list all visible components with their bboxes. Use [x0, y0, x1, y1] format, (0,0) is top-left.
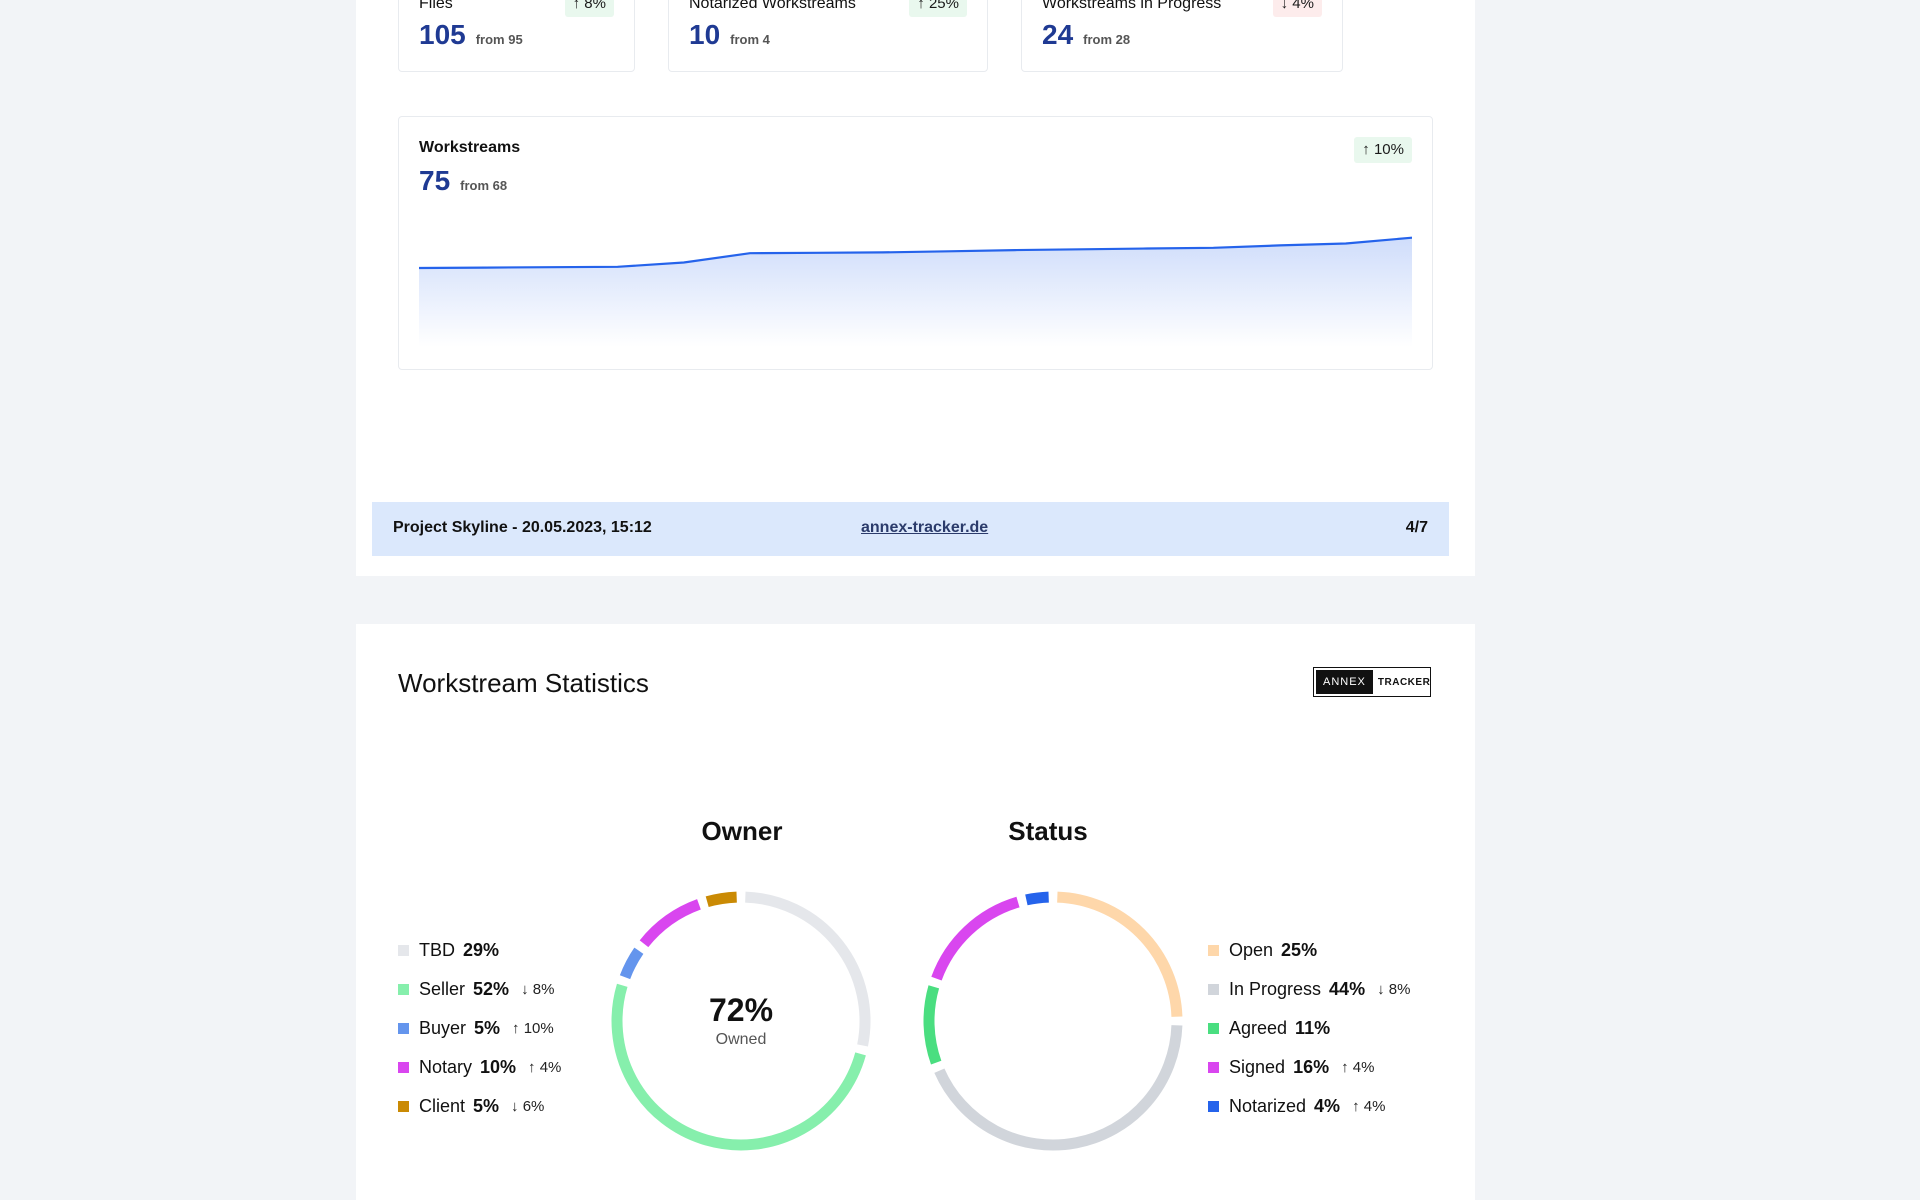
legend-change: ↑ 4% — [1352, 1098, 1386, 1115]
legend-label: Agreed — [1229, 1018, 1288, 1038]
owned-percentage: 72% — [708, 992, 774, 1028]
legend-change: ↑ 10% — [512, 1020, 554, 1037]
legend-label: In Progress — [1229, 979, 1322, 999]
legend-swatch — [398, 1023, 409, 1034]
legend-label: Seller — [419, 979, 466, 999]
change-badge: ↑ 10% — [1354, 137, 1412, 163]
kpi-title: Notarized Workstreams — [689, 0, 856, 12]
page-footer: Project Skyline - 20.05.2023, 15:12 anne… — [372, 502, 1449, 556]
kpi-title: Files — [419, 0, 453, 12]
kpi-from: from 68 — [460, 178, 508, 193]
legend-change: ↑ 4% — [528, 1059, 562, 1076]
page-title: Workstream Statistics — [398, 668, 649, 698]
legend-swatch — [1208, 945, 1219, 956]
legend-label: Buyer — [419, 1018, 467, 1038]
footer-project: Project Skyline - 20.05.2023, 15:12 — [393, 519, 652, 536]
legend-percentage: 52% — [473, 979, 510, 999]
kpi-card-workstreams-in-progress: Workstreams in Progress 24 from 28 ↓ 4% — [1021, 0, 1343, 72]
legend-label: Client — [419, 1096, 466, 1116]
owner-donut-center: 72% Owned — [641, 992, 841, 1049]
workstreams-area-chart — [419, 236, 1412, 347]
kpi-value: 105 from 95 — [419, 19, 523, 50]
donut-segment-signed — [931, 896, 1020, 981]
legend-change: ↑ 4% — [1341, 1059, 1375, 1076]
status-donut-chart — [923, 891, 1183, 1151]
kpi-card-notarized-workstreams: Notarized Workstreams 10 from 4 ↑ 25% — [668, 0, 988, 72]
legend-swatch — [1208, 1101, 1219, 1112]
legend-percentage: 4% — [1314, 1096, 1341, 1116]
legend-item-in-progress: In Progress 44% ↓ 8% — [1208, 970, 1410, 1009]
legend-change: ↓ 8% — [1377, 981, 1411, 998]
donut-segment-agreed — [923, 985, 942, 1065]
kpi-value: 75 from 68 — [419, 165, 508, 196]
donut-segment-client — [705, 891, 737, 908]
kpi-value: 10 from 4 — [689, 19, 770, 50]
kpi-value: 24 from 28 — [1042, 19, 1131, 50]
legend-item-tbd: TBD 29% — [398, 931, 561, 970]
change-badge: ↓ 4% — [1272, 0, 1322, 17]
logo-left-text: ANNEX — [1316, 670, 1373, 694]
legend-swatch — [398, 1062, 409, 1073]
report-page-4: Files 105 from 95 ↑ 8% Notarized Workstre… — [356, 0, 1475, 576]
series-line — [419, 236, 1412, 270]
donut-segment-buyer — [619, 947, 644, 980]
owner-chart-title: Owner — [701, 816, 783, 846]
status-legend: Open 25% In Progress 44% ↓ 8% Agreed 11% Signed… — [1208, 931, 1410, 1126]
logo-right-text: TRACKER — [1377, 676, 1431, 688]
change-badge: ↑ 25% — [909, 0, 967, 17]
legend-percentage: 10% — [480, 1057, 517, 1077]
legend-swatch — [398, 984, 409, 995]
donut-segment-open — [1057, 891, 1183, 1017]
legend-percentage: 44% — [1329, 979, 1366, 999]
legend-item-notary: Notary 10% ↑ 4% — [398, 1048, 561, 1087]
legend-item-client: Client 5% ↓ 6% — [398, 1087, 561, 1126]
owned-label: Owned — [715, 1031, 767, 1048]
owner-donut-chart — [611, 891, 871, 1151]
legend-label: Notarized — [1229, 1096, 1307, 1116]
report-page-5: Workstream Statistics ANNEX TRACKER Owne… — [356, 624, 1475, 1200]
legend-percentage: 16% — [1293, 1057, 1330, 1077]
legend-percentage: 25% — [1281, 940, 1318, 960]
legend-swatch — [1208, 984, 1219, 995]
legend-label: Notary — [419, 1057, 473, 1077]
legend-percentage: 5% — [474, 1018, 501, 1038]
area-fill — [419, 237, 1412, 347]
legend-swatch — [398, 945, 409, 956]
footer-page-number: 4/7 — [1405, 519, 1428, 536]
donut-segment-tbd — [745, 891, 871, 1047]
kpi-from: from 95 — [475, 32, 523, 47]
chart-card-title: Workstreams — [419, 139, 521, 156]
legend-label: TBD — [419, 940, 455, 960]
donut-segment-notarized — [1025, 891, 1049, 906]
legend-change: ↓ 8% — [521, 981, 555, 998]
kpi-card-files: Files 105 from 95 ↑ 8% — [398, 0, 635, 72]
legend-swatch — [398, 1101, 409, 1112]
legend-item-notarized: Notarized 4% ↑ 4% — [1208, 1087, 1410, 1126]
change-badge: ↑ 8% — [564, 0, 614, 17]
status-chart-title: Status — [1008, 816, 1088, 846]
kpi-from: from 4 — [730, 32, 770, 47]
donut-segment-notary — [639, 899, 701, 948]
donut-segment-in-progress — [934, 1025, 1183, 1151]
legend-item-agreed: Agreed 11% — [1208, 1009, 1410, 1048]
legend-swatch — [1208, 1023, 1219, 1034]
legend-swatch — [1208, 1062, 1219, 1073]
kpi-title: Workstreams in Progress — [1042, 0, 1222, 12]
legend-label: Signed — [1229, 1057, 1286, 1077]
legend-item-open: Open 25% — [1208, 931, 1410, 970]
legend-item-signed: Signed 16% ↑ 4% — [1208, 1048, 1410, 1087]
annex-tracker-logo: ANNEX TRACKER — [1313, 667, 1431, 697]
legend-percentage: 29% — [463, 940, 500, 960]
legend-percentage: 5% — [473, 1096, 500, 1116]
kpi-from: from 28 — [1083, 32, 1131, 47]
workstreams-chart-card: Workstreams 75 from 68 ↑ 10% — [398, 116, 1433, 370]
legend-item-buyer: Buyer 5% ↑ 10% — [398, 1009, 561, 1048]
legend-label: Open — [1229, 940, 1274, 960]
footer-link[interactable]: annex-tracker.de — [861, 519, 989, 536]
donut-segment-seller — [611, 983, 866, 1151]
legend-change: ↓ 6% — [511, 1098, 545, 1115]
legend-item-seller: Seller 52% ↓ 8% — [398, 970, 561, 1009]
owner-legend: TBD 29% Seller 52% ↓ 8% Buyer 5% ↑ 10% Notary 10%… — [398, 931, 561, 1126]
legend-percentage: 11% — [1295, 1018, 1331, 1038]
